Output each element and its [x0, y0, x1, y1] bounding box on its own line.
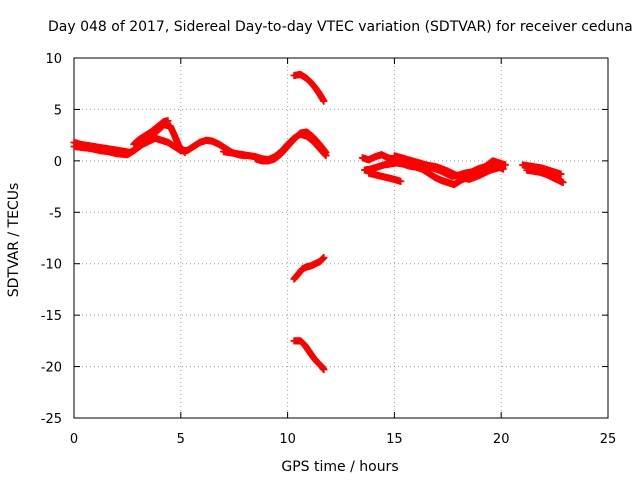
data-point: [397, 177, 405, 185]
y-tick-label: -5: [49, 206, 62, 221]
data-point: [497, 163, 505, 171]
y-tick-label: 0: [54, 155, 62, 170]
series-arc-16: [523, 166, 567, 186]
chart-title: Day 048 of 2017, Sidereal Day-to-day VTE…: [48, 19, 633, 35]
x-tick-label: 5: [177, 432, 185, 447]
series-arc-8: [290, 70, 328, 105]
y-axis-label: SDTVAR / TECUs: [6, 183, 22, 298]
series-arc-5: [123, 121, 189, 159]
grid: [74, 58, 608, 418]
x-tick-label: 10: [279, 432, 296, 447]
x-tick-label: 25: [600, 432, 617, 447]
y-tick-label: -15: [41, 309, 62, 324]
axis-ticks: [73, 57, 609, 419]
x-tick-label: 15: [386, 432, 403, 447]
data-point: [320, 366, 328, 374]
y-tick-label: 5: [54, 103, 62, 118]
plot-frame: [73, 57, 609, 419]
data-point: [320, 97, 328, 105]
x-axis-label: GPS time / hours: [281, 459, 398, 475]
series-arc-7: [252, 128, 330, 165]
data-point: [557, 170, 565, 178]
series-arc-14: [390, 152, 505, 183]
data-series: [70, 70, 567, 374]
data-point: [559, 178, 567, 186]
data-point: [181, 149, 189, 157]
x-tick-label: 20: [493, 432, 510, 447]
data-point: [322, 149, 330, 157]
data-point: [501, 161, 509, 169]
series-arc-10: [290, 337, 328, 374]
data-point: [320, 254, 328, 262]
y-tick-label: -25: [41, 412, 62, 427]
series-arc-13: [365, 169, 405, 185]
y-tick-label: -20: [41, 361, 62, 376]
series-arc-15: [519, 161, 565, 178]
series-arc-9: [290, 254, 328, 283]
tick-labels: 0 5 10 15 20 25 10 5 0 -5 -10 -15 -20 -25: [41, 52, 617, 447]
y-tick-label: 10: [45, 52, 62, 67]
y-tick-label: -10: [41, 258, 62, 273]
x-tick-label: 0: [70, 432, 78, 447]
